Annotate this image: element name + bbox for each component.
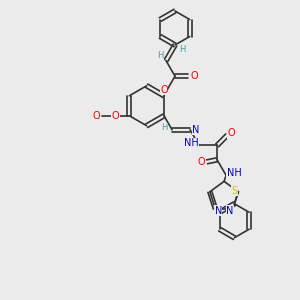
Text: N: N	[214, 206, 222, 215]
Text: O: O	[112, 111, 119, 121]
Text: O: O	[190, 71, 198, 81]
Text: NH: NH	[184, 138, 199, 148]
Text: O: O	[227, 128, 235, 138]
Text: NH: NH	[227, 168, 242, 178]
Text: O: O	[197, 157, 205, 167]
Text: H: H	[179, 44, 185, 53]
Text: O: O	[112, 111, 119, 121]
Text: H: H	[157, 51, 163, 60]
Text: O: O	[92, 111, 100, 121]
Text: N: N	[226, 206, 234, 215]
Text: N: N	[192, 125, 200, 135]
Text: H: H	[161, 123, 167, 132]
Text: S: S	[231, 186, 237, 196]
Text: O: O	[160, 85, 168, 95]
Text: N: N	[192, 125, 200, 135]
